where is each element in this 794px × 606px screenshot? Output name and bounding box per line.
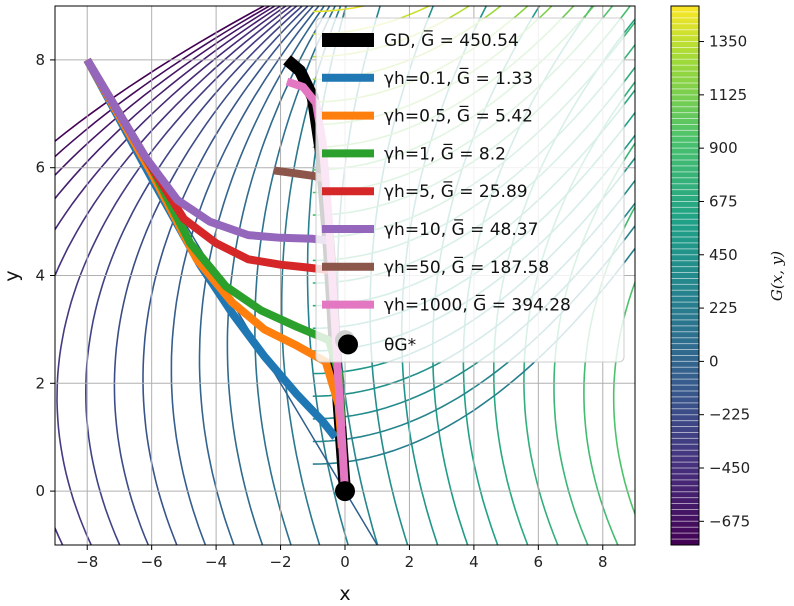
legend-label-g0.1: γh=0.1, G̅ = 1.33 [384,67,533,89]
legend-label-g1000: γh=1000, G̅ = 394.28 [384,294,571,316]
contour-line [55,6,265,143]
legend-label-g50: γh=50, G̅ = 187.58 [384,256,549,278]
legend: GD, G̅ = 450.54 γh=0.1, G̅ = 1.33 γh=0.5, … [315,17,625,363]
legend-swatch-optimum [338,334,358,355]
colorbar-level-lines [671,11,699,540]
colorbar: 1350 1125 900 675 450 225 0 −225 −450 −675 G(x, y… [670,5,786,546]
y-tick-label: 4 [35,267,45,285]
colorbar-tick-label: 900 [709,139,738,157]
x-tick-label: −2 [269,553,291,571]
colorbar-frame [670,5,700,546]
y-tick-label: 2 [35,374,45,392]
y-tick-label: 6 [35,159,45,177]
x-tick-label: −8 [76,553,98,571]
colorbar-tick-label: −675 [709,512,750,530]
y-axis-ticks: 0 2 4 6 8 [35,51,55,500]
colorbar-tick-label: −225 [709,406,750,424]
y-tick-label: 0 [35,482,45,500]
legend-label-gd: GD, G̅ = 450.54 [384,29,519,51]
legend-label-optimum: θG* [384,335,416,355]
contour-line [55,6,276,177]
contour-line [55,6,287,231]
colorbar-gradient [671,6,699,545]
colorbar-tick-label: 1125 [709,86,747,104]
legend-box [315,17,625,363]
x-axis-ticks: −8 −6 −4 −2 0 2 4 6 8 [76,545,608,571]
colorbar-tick-label: 1350 [709,33,747,51]
x-tick-label: −4 [205,553,227,571]
colorbar-tick-label: 450 [709,246,738,264]
x-tick-label: 4 [469,553,479,571]
legend-label-g0.5: γh=0.5, G̅ = 5.42 [384,105,533,127]
x-tick-label: 2 [405,553,415,571]
colorbar-ticks: 1350 1125 900 675 450 225 0 −225 −450 −675 [699,33,750,530]
x-tick-label: 8 [598,553,608,571]
contour-line [55,6,281,200]
x-tick-label: 6 [534,553,544,571]
colorbar-label: G(x, y) [768,251,786,301]
contour-line [612,280,635,517]
origin-marker [335,481,355,502]
contour-line [55,6,292,545]
x-axis-label: x [339,583,350,605]
colorbar-tick-label: 225 [709,299,738,317]
legend-label-g5: γh=5, G̅ = 25.89 [384,180,528,202]
y-tick-label: 8 [35,51,45,69]
colorbar-tick-label: 675 [709,192,738,210]
x-tick-label: 0 [340,553,350,571]
colorbar-tick-label: −450 [709,459,750,477]
contour-line [55,6,270,158]
y-axis-label: y [1,270,23,281]
trajectory-g10 [83,57,330,245]
colorbar-tick-label: 0 [709,352,719,370]
legend-label-g10: γh=10, G̅ = 48.37 [384,218,538,240]
x-tick-label: −6 [141,553,163,571]
legend-label-g1: γh=1, G̅ = 8.2 [384,142,506,164]
